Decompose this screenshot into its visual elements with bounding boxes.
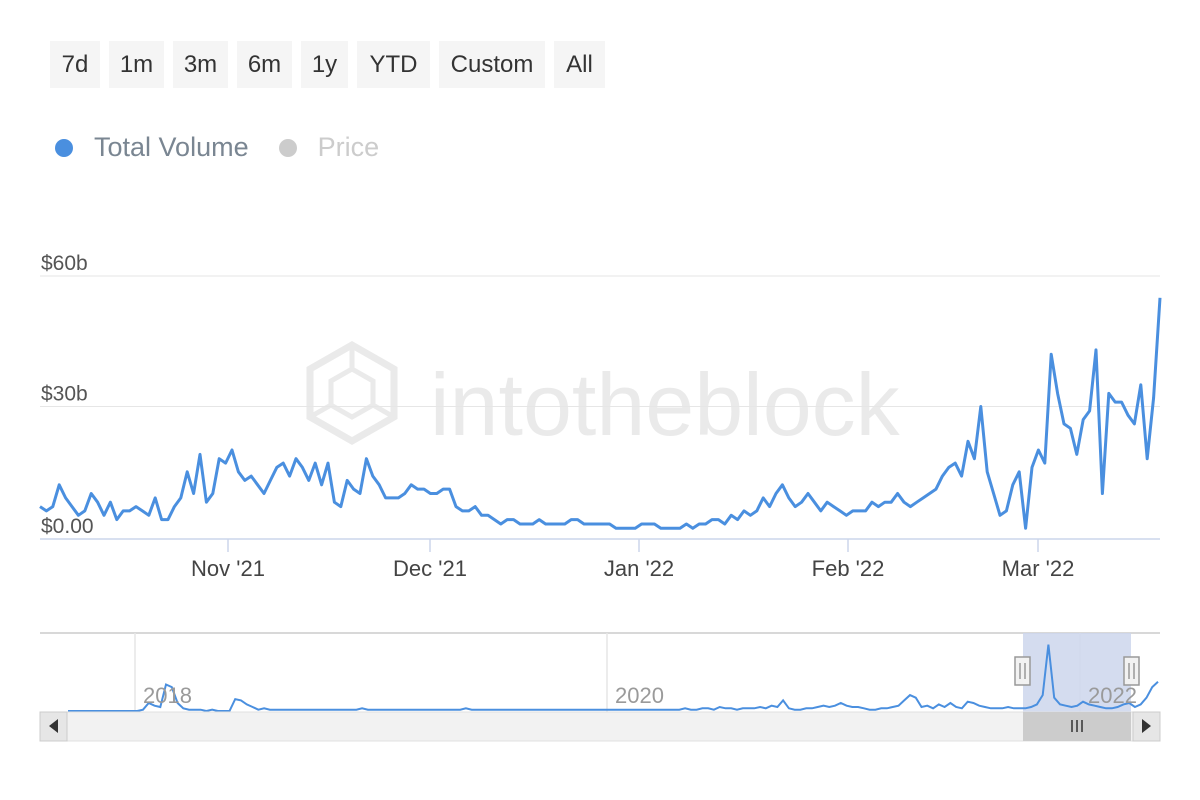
range-button-all[interactable]: All <box>554 41 605 88</box>
legend-label: Price <box>317 132 380 162</box>
grid-lines <box>40 275 1160 407</box>
scrollbar[interactable] <box>39 711 1161 742</box>
navigator-grid <box>134 633 1081 712</box>
scroll-right-arrow-icon <box>1142 719 1151 733</box>
navigator-handle-right[interactable] <box>1123 656 1140 686</box>
legend: Total Volume Price <box>55 132 409 163</box>
x-tick-label: Jan '22 <box>604 556 674 581</box>
x-axis: Nov '21 Dec '21 Jan '22 Feb '22 Mar '22 <box>191 539 1074 581</box>
range-button-1y[interactable]: 1y <box>301 41 348 88</box>
range-button-ytd[interactable]: YTD <box>357 41 430 88</box>
navigator-handle-left[interactable] <box>1014 656 1031 686</box>
watermark: intotheblock <box>306 340 901 454</box>
y-tick-label: $60b <box>41 252 88 275</box>
navigator[interactable]: 2018 2020 2022 <box>40 632 1160 713</box>
range-selector: 7d 1m 3m 6m 1y YTD Custom All <box>50 41 605 88</box>
watermark-logo-icon <box>306 340 398 446</box>
range-button-7d[interactable]: 7d <box>50 41 100 88</box>
legend-dot-icon <box>278 138 297 157</box>
x-tick-label: Nov '21 <box>191 556 265 581</box>
navigator-labels: 2018 2020 2022 <box>143 683 1137 708</box>
range-button-3m[interactable]: 3m <box>173 41 228 88</box>
navigator-year-label: 2020 <box>615 683 664 708</box>
legend-item-price[interactable]: Price <box>278 132 380 163</box>
y-tick-label: $30b <box>41 383 88 406</box>
y-axis: $0.00 $30b $60b <box>41 252 94 538</box>
navigator-year-label: 2022 <box>1088 683 1137 708</box>
legend-item-total-volume[interactable]: Total Volume <box>55 132 249 163</box>
x-tick-label: Mar '22 <box>1002 556 1075 581</box>
scroll-left-arrow-icon <box>49 719 58 733</box>
x-tick-label: Feb '22 <box>812 556 885 581</box>
x-tick-label: Dec '21 <box>393 556 467 581</box>
scrollbar-track[interactable] <box>39 711 1161 742</box>
legend-label: Total Volume <box>94 132 249 162</box>
range-button-custom[interactable]: Custom <box>439 41 545 88</box>
range-button-6m[interactable]: 6m <box>237 41 292 88</box>
series-line-total-volume[interactable] <box>39 297 1162 530</box>
navigator-series-line <box>68 644 1159 713</box>
navigator-year-label: 2018 <box>143 683 192 708</box>
range-button-1m[interactable]: 1m <box>109 41 164 88</box>
legend-dot-icon <box>55 138 73 157</box>
y-tick-label: $0.00 <box>41 515 94 538</box>
watermark-text: intotheblock <box>430 355 901 454</box>
